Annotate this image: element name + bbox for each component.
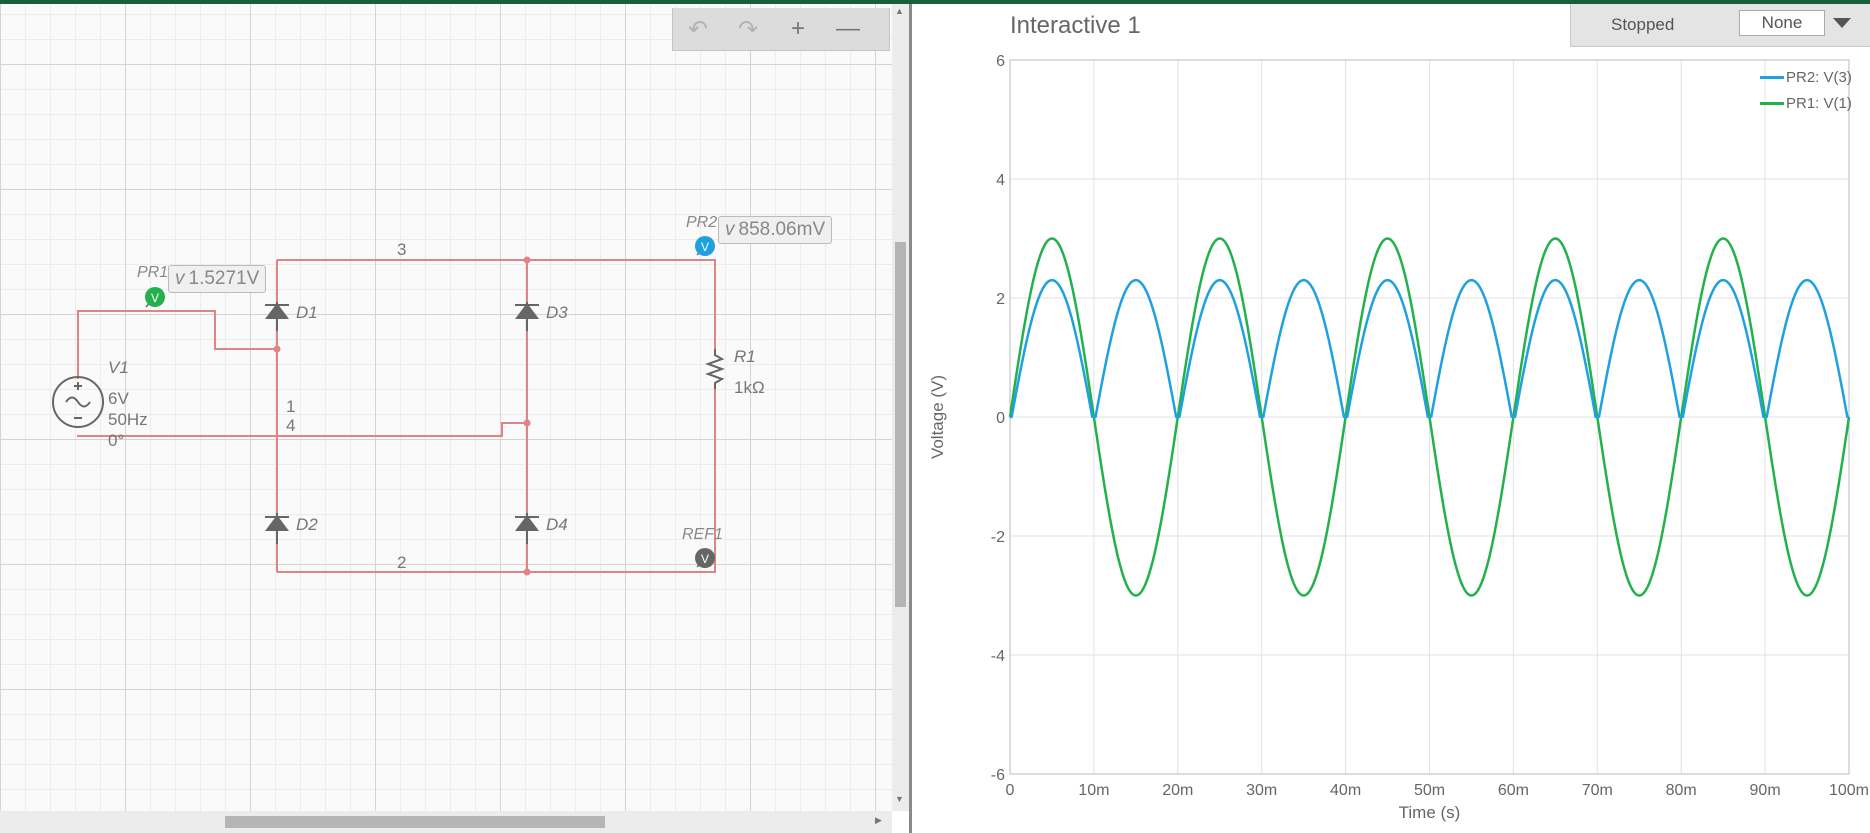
scroll-up-arrow-icon[interactable]: ▲ — [895, 6, 904, 16]
probe-pr1-value-box[interactable]: v 1.5271V — [168, 265, 267, 293]
diode-d3 — [515, 302, 539, 331]
svg-text:V: V — [701, 552, 709, 566]
source-name: V1 — [108, 358, 129, 377]
wire-v1-node4 — [77, 422, 527, 437]
diode-d4-label: D4 — [546, 515, 568, 534]
junction-dot — [523, 419, 531, 427]
graph-title: Interactive 1 — [1010, 12, 1141, 39]
schematic-toolbar: ↶ ↷ + — — [672, 8, 890, 51]
y-axis-label: Voltage (V) — [928, 375, 947, 459]
probe-value-prefix: v — [725, 219, 735, 240]
diode-d2-label: D2 — [296, 515, 318, 534]
junction-dot — [523, 256, 531, 264]
vertical-scroll-thumb[interactable] — [895, 242, 906, 607]
source-phase: 0° — [108, 431, 125, 450]
x-tick-label: 60m — [1498, 782, 1529, 799]
legend-label: PR1: V(1) — [1786, 94, 1852, 112]
schematic-vertical-scrollbar[interactable]: ▲ ▼ — [892, 4, 909, 811]
junctions — [273, 256, 531, 576]
schematic-canvas[interactable]: V V V PR1 v 1.5271V PR2 v 858.06mV REF1 V1… — [0, 4, 892, 811]
diode-d4 — [515, 513, 539, 544]
net-label-3: 3 — [397, 240, 407, 259]
resistor-name: R1 — [734, 347, 756, 366]
y-tick-label: -4 — [991, 648, 1005, 665]
zoom-out-button[interactable]: — — [836, 15, 860, 42]
probe-pr2-label: PR2 — [686, 214, 718, 231]
x-tick-label: 40m — [1330, 782, 1361, 799]
x-tick-label: 80m — [1666, 782, 1697, 799]
redo-button[interactable]: ↷ — [737, 15, 759, 43]
x-tick-label: 30m — [1246, 782, 1277, 799]
wire-node2 — [277, 387, 716, 573]
wire-node3 — [277, 259, 716, 351]
diode-d1 — [265, 302, 289, 331]
svg-text:V: V — [151, 291, 159, 305]
net-label-1: 1 — [286, 397, 296, 416]
legend-label: PR2: V(3) — [1786, 68, 1852, 86]
junction-dot — [523, 568, 531, 576]
y-tick-label: 4 — [996, 172, 1005, 189]
zoom-in-button[interactable]: + — [790, 15, 805, 42]
pane-splitter[interactable] — [909, 4, 912, 833]
x-tick-label: 90m — [1750, 782, 1781, 799]
probe-pr2-icon: V — [695, 236, 715, 256]
y-tick-label: -6 — [991, 767, 1005, 784]
probe-pr1-label: PR1 — [137, 264, 169, 281]
simulation-status-bar: Stopped None — [1570, 4, 1870, 47]
probe-ref1-label: REF1 — [682, 526, 723, 543]
resistor-value: 1kΩ — [734, 378, 765, 397]
probe-pr2-value: 858.06mV — [738, 219, 826, 240]
legend-entry: PR1: V(1) — [1760, 90, 1852, 116]
y-tick-label: 0 — [996, 410, 1005, 427]
simulation-status: Stopped — [1611, 15, 1675, 34]
net-label-4: 4 — [286, 416, 296, 435]
window-top-bar — [0, 0, 1870, 4]
series-line-pr2 — [1010, 278, 1849, 419]
wires — [77, 259, 716, 573]
probe-value-prefix: v — [175, 268, 185, 289]
diode-d3-label: D3 — [546, 303, 568, 322]
dropdown-caret-icon[interactable] — [1833, 18, 1851, 28]
x-tick-label: 100m — [1829, 782, 1869, 799]
probe-select[interactable]: None — [1739, 10, 1825, 36]
schematic-drawing: V V V — [52, 236, 725, 576]
svg-text:V: V — [701, 240, 709, 254]
diode-d1-label: D1 — [296, 303, 318, 322]
ac-source-v1 — [52, 376, 104, 428]
x-axis-label: Time (s) — [1399, 803, 1461, 822]
schematic-horizontal-scrollbar[interactable]: ▶ — [0, 811, 892, 833]
scroll-down-arrow-icon[interactable]: ▼ — [895, 794, 904, 804]
scroll-right-arrow-icon[interactable]: ▶ — [875, 815, 882, 825]
y-tick-label: 2 — [996, 291, 1005, 308]
probe-leads — [145, 245, 706, 568]
net-label-2: 2 — [397, 553, 407, 572]
horizontal-scroll-thumb[interactable] — [225, 816, 605, 828]
probe-pr1-icon: V — [145, 287, 165, 307]
legend-entry: PR2: V(3) — [1760, 64, 1852, 90]
x-tick-label: 50m — [1414, 782, 1445, 799]
graph-pane: Interactive 1 Stopped None 0 10m 20m 30m 40m… — [912, 4, 1870, 833]
y-tick-label: 6 — [996, 53, 1005, 70]
legend-swatch — [1760, 75, 1784, 79]
undo-button[interactable]: ↶ — [687, 15, 709, 43]
diode-d2 — [265, 513, 289, 544]
chart-legend: PR2: V(3) PR1: V(1) — [1760, 64, 1852, 116]
x-tick-label: 10m — [1078, 782, 1109, 799]
probe-pr1-value: 1.5271V — [188, 268, 260, 289]
x-tick-label: 0 — [1006, 782, 1015, 799]
x-tick-label: 70m — [1582, 782, 1613, 799]
resistor-r1 — [705, 349, 725, 389]
wire-v1-node1 — [77, 310, 277, 379]
y-tick-label: -2 — [991, 529, 1005, 546]
legend-swatch — [1760, 101, 1784, 105]
probe-ref1-icon: V — [695, 548, 715, 568]
source-amplitude: 6V — [108, 389, 129, 408]
junction-dot — [273, 345, 281, 353]
probe-pr2-value-box[interactable]: v 858.06mV — [718, 216, 833, 244]
voltage-time-chart: 0 10m 20m 30m 40m 50m 60m 70m 80m 90m 100m 6 4 2 0 -2 -4… — [928, 53, 1869, 822]
source-frequency: 50Hz — [108, 410, 148, 429]
x-tick-label: 20m — [1162, 782, 1193, 799]
